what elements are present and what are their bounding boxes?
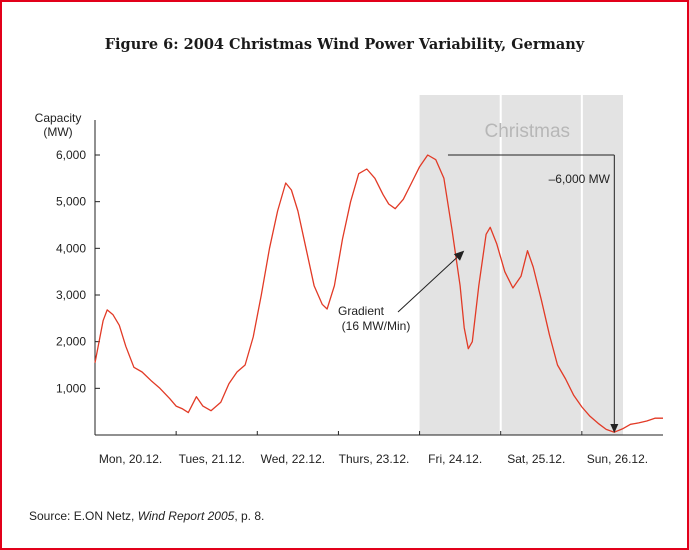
x-tick-label: Sun, 26.12. [587, 452, 648, 466]
x-ticks: Mon, 20.12. Tues, 21.12. Wed, 22.12. Thurs,… [94, 431, 648, 466]
x-tick-label: Sat, 25.12. [507, 452, 565, 466]
y-tick-label: 6,000 [56, 148, 86, 162]
gradient-annotation: Gradient (16 MW/Min) [338, 250, 465, 333]
shaded-region-label: Christmas [485, 121, 571, 142]
source-prefix: Source: E.ON Netz, [29, 509, 138, 523]
y-ticks: 1,000 2,000 3,000 4,000 5,000 6,000 [56, 148, 100, 395]
y-tick-label: 2,000 [56, 335, 86, 349]
gradient-label-line2: (16 MW/Min) [342, 319, 411, 333]
x-tick-label: Thurs, 23.12. [339, 452, 410, 466]
y-axis-label-line2: (MW) [43, 125, 72, 139]
y-axis-label-line1: Capacity [35, 111, 82, 125]
x-tick-label: Fri, 24.12. [428, 452, 482, 466]
y-tick-label: 1,000 [56, 381, 86, 395]
drop-annotation-label: –6,000 MW [549, 172, 611, 186]
y-tick-label: 3,000 [56, 288, 86, 302]
y-axis: Capacity (MW) 1,000 2,000 3,000 4,000 5,000 6… [35, 111, 100, 435]
source-suffix: , p. 8. [234, 509, 265, 523]
christmas-shaded-region [419, 95, 623, 435]
y-tick-label: 5,000 [56, 195, 86, 209]
source-title: Wind Report 2005 [137, 509, 235, 523]
wind-power-series-line [94, 154, 663, 433]
gradient-label-line1: Gradient [338, 304, 385, 318]
x-tick-label: Tues, 21.12. [179, 452, 245, 466]
x-tick-label: Wed, 22.12. [261, 452, 326, 466]
gradient-arrow-head [453, 250, 465, 261]
source-note: Source: E.ON Netz, Wind Report 2005, p. … [29, 509, 264, 523]
y-tick-label: 4,000 [56, 241, 86, 255]
x-axis: Mon, 20.12. Tues, 21.12. Wed, 22.12. Thurs,… [94, 431, 663, 466]
drop-annotation-arrowhead [610, 424, 619, 433]
x-tick-label: Mon, 20.12. [99, 452, 162, 466]
drop-annotation: –6,000 MW [447, 154, 619, 433]
chart-title: Figure 6: 2004 Christmas Wind Power Vari… [104, 36, 585, 53]
gradient-arrow-shaft [397, 257, 458, 313]
